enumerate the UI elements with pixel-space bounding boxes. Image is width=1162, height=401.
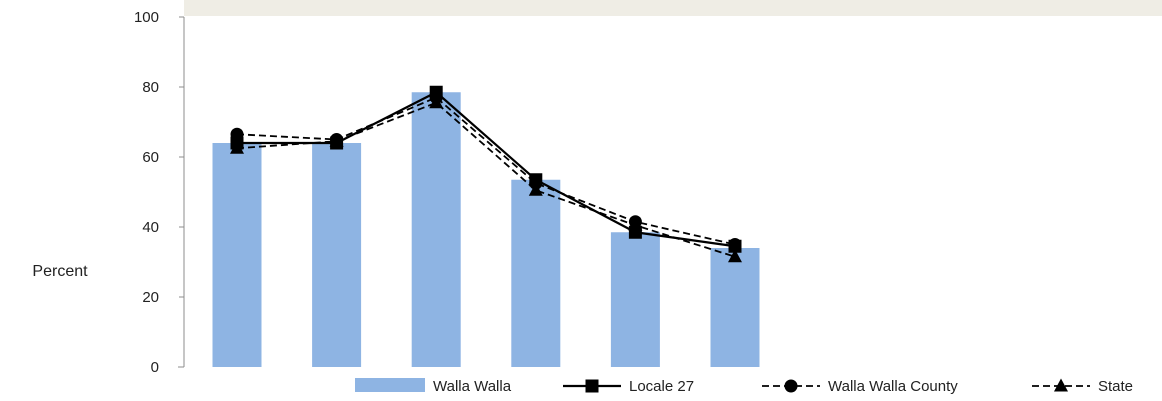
- line-series-group: [230, 91, 742, 251]
- legend-marker: [1054, 378, 1068, 392]
- y-tick-label: 100: [134, 9, 159, 26]
- line-series: [230, 85, 742, 263]
- bar-series: [212, 92, 760, 367]
- title-banner: [184, 0, 1162, 16]
- data-point: [330, 136, 344, 150]
- data-point: [429, 85, 443, 99]
- y-tick-label: 60: [142, 149, 159, 166]
- legend: Walla Walla Locale 27 Walla Walla County St…: [355, 378, 1133, 395]
- series-line: [236, 96, 736, 246]
- legend-item: State: [1032, 378, 1133, 395]
- line-series-group: [230, 85, 742, 253]
- legend-item: Walla Walla: [355, 378, 512, 395]
- legend-marker: [784, 379, 798, 393]
- legend-label: Walla Walla County: [828, 378, 958, 395]
- legend-item: Locale 27: [563, 378, 694, 395]
- legend-label: State: [1098, 378, 1133, 395]
- y-axis: 0 20 40 60 80 100: [134, 9, 185, 376]
- y-tick-label: 40: [142, 219, 159, 236]
- bar: [710, 248, 760, 367]
- data-point: [230, 136, 244, 150]
- y-tick-label: 0: [151, 359, 159, 376]
- bar: [610, 232, 660, 367]
- y-tick-label: 80: [142, 79, 159, 96]
- legend-item: Walla Walla County: [762, 378, 958, 395]
- data-point: [728, 249, 742, 263]
- data-point: [628, 225, 642, 239]
- bar: [511, 179, 561, 367]
- series-line: [236, 101, 736, 258]
- legend-swatch: [355, 378, 425, 392]
- bar: [212, 143, 262, 367]
- bar: [411, 92, 461, 367]
- legend-marker: [585, 379, 599, 393]
- data-point: [628, 215, 642, 229]
- data-point: [529, 173, 543, 187]
- series-line: [237, 90, 736, 248]
- bar: [312, 143, 362, 367]
- y-tick-label: 20: [142, 289, 159, 306]
- legend-label: Walla Walla: [433, 378, 512, 395]
- legend-label: Locale 27: [629, 378, 694, 395]
- y-axis-label: Percent: [32, 263, 88, 280]
- data-point: [728, 239, 742, 253]
